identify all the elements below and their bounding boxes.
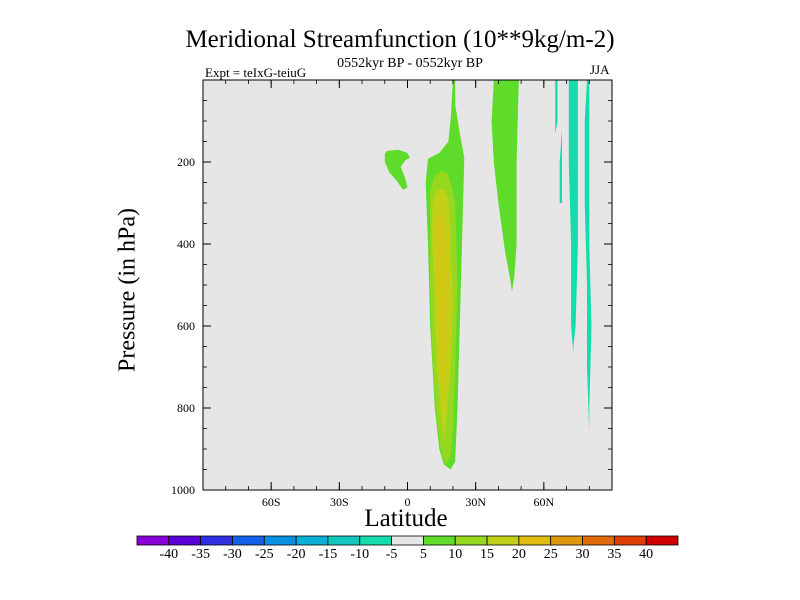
y-tick-label: 400 xyxy=(177,237,195,251)
contour-region-neg5-6 xyxy=(568,80,578,355)
colorbar-label: -40 xyxy=(159,547,178,562)
colorbar-label: -25 xyxy=(255,547,274,562)
colorbar-box xyxy=(232,535,265,546)
colorbar-label: 5 xyxy=(420,547,427,562)
experiment-label: Expt = teIxG-teiuG xyxy=(205,65,307,80)
contour-region-pos20-5 xyxy=(434,213,449,392)
colorbar-label: 30 xyxy=(576,547,590,562)
colorbar-box xyxy=(582,535,615,546)
y-tick-label: 200 xyxy=(177,155,195,169)
colorbar-box xyxy=(136,535,170,546)
chart-title: Meridional Streamfunction (10**9kg/m-2) xyxy=(185,26,615,53)
colorbar-label: 40 xyxy=(639,547,653,562)
colorbar-box xyxy=(518,535,552,546)
colorbar-box xyxy=(200,535,233,546)
colorbar-label: -35 xyxy=(191,547,210,562)
contour-region-neg5-7 xyxy=(584,80,592,433)
y-tick-label: 1000 xyxy=(171,483,195,497)
y-tick-label: 600 xyxy=(177,319,195,333)
colorbar-box xyxy=(645,535,679,546)
colorbar-box xyxy=(550,535,583,546)
y-tick-label: 800 xyxy=(177,401,195,415)
colorbar-box xyxy=(454,535,488,546)
contour-region-pos5-2 xyxy=(491,80,519,292)
colorbar-box xyxy=(327,535,361,546)
contour-region-neg5-9 xyxy=(559,129,562,203)
colorbar-label: -10 xyxy=(350,547,369,562)
colorbar-box xyxy=(423,535,456,546)
x-tick-label: 30S xyxy=(330,495,349,509)
colorbar-label: 35 xyxy=(607,547,621,562)
x-axis-label: Latitude xyxy=(364,505,448,532)
colorbar-label: 10 xyxy=(448,547,462,562)
x-tick-label: 0 xyxy=(405,495,411,509)
colorbar-box xyxy=(295,535,329,546)
colorbar-label: -5 xyxy=(386,547,398,562)
contour-region-neg5-8 xyxy=(555,80,558,134)
colorbar-label: -15 xyxy=(319,547,338,562)
colorbar-box xyxy=(613,535,647,546)
colorbar-label: 25 xyxy=(544,547,558,562)
time-range-subtitle: 0552kyr BP - 0552kyr BP xyxy=(337,56,483,71)
colorbar-box xyxy=(263,535,297,546)
colorbar-box xyxy=(486,535,520,546)
colorbar-label: 20 xyxy=(512,547,526,562)
colorbar-box xyxy=(391,535,424,546)
plot-background xyxy=(203,80,612,490)
colorbar-box xyxy=(168,535,202,546)
season-label: JJA xyxy=(590,62,610,77)
colorbar-label: -20 xyxy=(287,547,306,562)
colorbar-label: 15 xyxy=(480,547,494,562)
x-tick-label: 30N xyxy=(465,495,486,509)
x-tick-label: 60S xyxy=(262,495,281,509)
x-tick-label: 60N xyxy=(533,495,554,509)
contour-regions xyxy=(384,80,592,470)
colorbar-label: -30 xyxy=(223,547,242,562)
colorbar-box xyxy=(359,535,392,546)
contour-region-pos5-0 xyxy=(384,149,410,190)
